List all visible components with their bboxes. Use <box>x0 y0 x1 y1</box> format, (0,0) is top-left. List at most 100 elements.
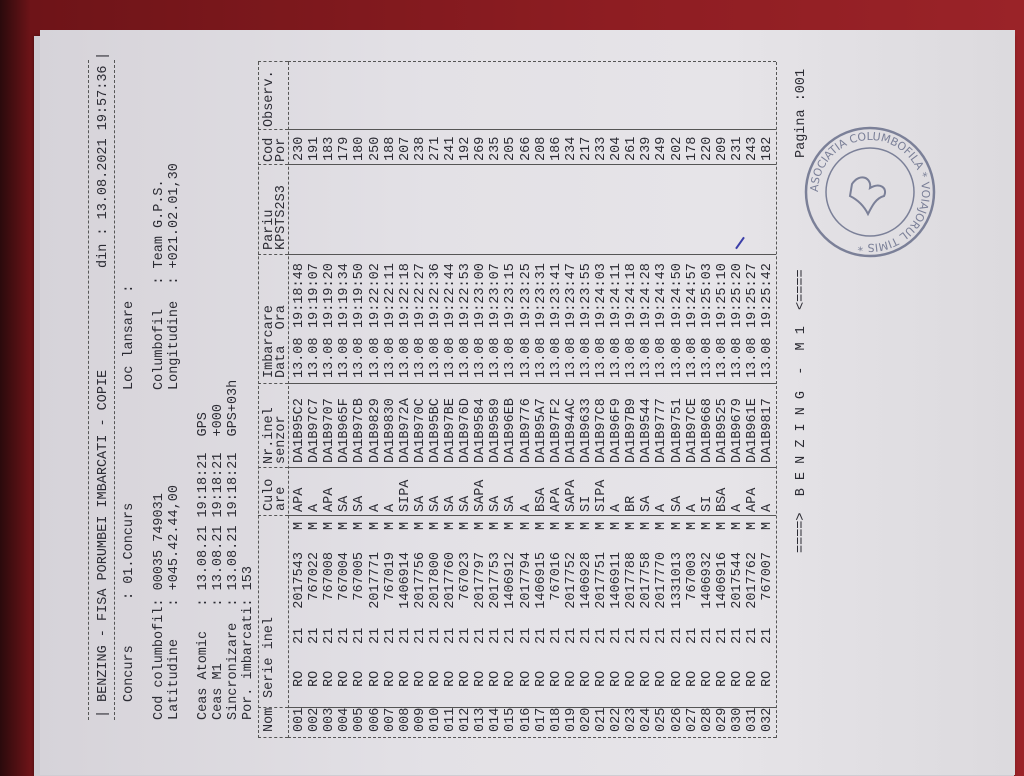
column-subheader-nr-inel-senzor: senzor <box>274 415 289 464</box>
country-cell: RO <box>322 670 338 687</box>
time-cell: 19:24:11 <box>609 263 625 328</box>
title-bottom-rule <box>114 60 115 720</box>
year-cell: 21 <box>382 627 398 644</box>
nom-cell: 018 <box>548 707 564 732</box>
nom-cell: 019 <box>563 707 579 732</box>
year-cell: 21 <box>352 627 368 644</box>
nom-cell: 005 <box>352 707 368 732</box>
column-header-nom: Nom <box>262 707 277 732</box>
time-cell: 19:23:07 <box>488 263 504 328</box>
cod-columbofil: Cod columbofil: 00035 749031 <box>152 493 167 720</box>
year-cell: 21 <box>533 627 549 644</box>
nom-cell: 015 <box>503 707 519 732</box>
chip-cell: DA1B97BE <box>443 398 458 463</box>
nom-cell: 029 <box>714 707 730 732</box>
ring-number-cell: 1406911 <box>609 552 625 609</box>
date-cell: 13.08 <box>337 337 353 378</box>
chip-cell: DA1B97F2 <box>548 398 564 463</box>
loc-lansare-label: Loc lansare : <box>122 284 137 390</box>
date-cell: 13.08 <box>745 337 760 378</box>
chip-cell: DA1B9817 <box>760 398 776 463</box>
country-cell: RO <box>352 670 368 687</box>
time-cell: 19:22:36 <box>427 263 443 328</box>
column-divider <box>258 61 288 62</box>
nom-cell: 031 <box>745 707 760 732</box>
year-cell: 21 <box>322 627 338 644</box>
time-cell: 19:19:34 <box>337 263 353 328</box>
column-divider <box>258 164 288 165</box>
sex-cell: M <box>745 521 760 530</box>
sex-cell: M <box>594 521 609 530</box>
chip-cell: DA1B9707 <box>322 398 338 463</box>
nom-cell: 022 <box>609 707 625 732</box>
color-cell: APA <box>745 487 760 512</box>
longitudine: Longitudine : +021.02.01,30 <box>167 163 182 390</box>
title-top-rule <box>88 60 89 720</box>
chip-cell: DA1B9544 <box>639 398 655 463</box>
date-cell: 13.08 <box>292 337 307 378</box>
chip-cell: DA1B9679 <box>729 398 745 463</box>
country-cell: RO <box>639 670 655 687</box>
date-cell: 13.08 <box>729 337 745 378</box>
date-cell: 13.08 <box>488 337 504 378</box>
time-cell: 19:19:50 <box>352 263 368 328</box>
nom-cell: 017 <box>533 707 549 732</box>
ring-number-cell: 1406914 <box>397 552 413 609</box>
por-imbarcati: Por. imbarcati: 153 <box>241 566 256 720</box>
sex-cell: M <box>488 521 504 530</box>
ring-number-cell: 767003 <box>684 552 700 601</box>
country-cell: RO <box>397 670 413 687</box>
nom-cell: 030 <box>729 707 745 732</box>
color-cell: SA <box>639 495 655 512</box>
date-cell: 13.08 <box>609 337 625 378</box>
chip-cell: DA1B96F9 <box>609 398 625 463</box>
country-cell: RO <box>609 670 625 687</box>
column-divider <box>288 383 776 384</box>
sex-cell: M <box>699 521 715 530</box>
sex-cell: M <box>624 521 640 530</box>
ring-number-cell: 767022 <box>307 552 323 601</box>
por-code-cell: 239 <box>639 136 655 161</box>
chip-cell: DA1B9589 <box>488 398 504 463</box>
color-cell: A <box>654 503 670 512</box>
columbofil: Columbofil : Team G.P.S. <box>152 179 167 390</box>
por-code-cell: 271 <box>427 136 443 161</box>
country-cell: RO <box>458 670 474 687</box>
por-code-cell: 209 <box>714 136 730 161</box>
column-divider <box>288 61 776 62</box>
concurs-label: Concurs <box>122 645 137 702</box>
year-cell: 21 <box>760 627 776 644</box>
time-cell: 19:23:15 <box>503 263 519 328</box>
sex-cell: M <box>382 521 398 530</box>
sex-cell: M <box>473 521 489 530</box>
ring-number-cell: 1406928 <box>578 552 594 609</box>
color-cell: A <box>609 503 625 512</box>
color-cell: SA <box>443 495 458 512</box>
sex-cell: M <box>714 521 730 530</box>
date-cell: 13.08 <box>669 337 685 378</box>
nom-cell: 004 <box>337 707 353 732</box>
por-code-cell: 192 <box>458 136 474 161</box>
country-cell: RO <box>443 670 458 687</box>
date-cell: 13.08 <box>458 337 474 378</box>
date-cell: 13.08 <box>699 337 715 378</box>
column-subheader-pariu: KPSTS2S3 <box>274 185 289 250</box>
date-cell: 13.08 <box>397 337 413 378</box>
chip-cell: DA1B95A7 <box>533 398 549 463</box>
por-code-cell: 230 <box>292 136 307 161</box>
chip-cell: DA1B9776 <box>518 398 534 463</box>
color-cell: SA <box>412 495 428 512</box>
date-cell: 13.08 <box>714 337 730 378</box>
title-bar-right: | <box>96 51 111 60</box>
por-code-cell: 204 <box>609 136 625 161</box>
sincronizare: Sincronizare : 13.08.21 19:18:21 GPS+03h <box>226 379 241 720</box>
nom-cell: 002 <box>307 707 323 732</box>
time-cell: 19:25:03 <box>699 263 715 328</box>
ring-number-cell: 1406916 <box>714 552 730 609</box>
year-cell: 21 <box>367 627 383 644</box>
column-subheader-culoare: are <box>274 486 289 511</box>
date-cell: 13.08 <box>367 337 383 378</box>
nom-cell: 025 <box>654 707 670 732</box>
sex-cell: M <box>503 521 519 530</box>
country-cell: RO <box>745 670 760 687</box>
